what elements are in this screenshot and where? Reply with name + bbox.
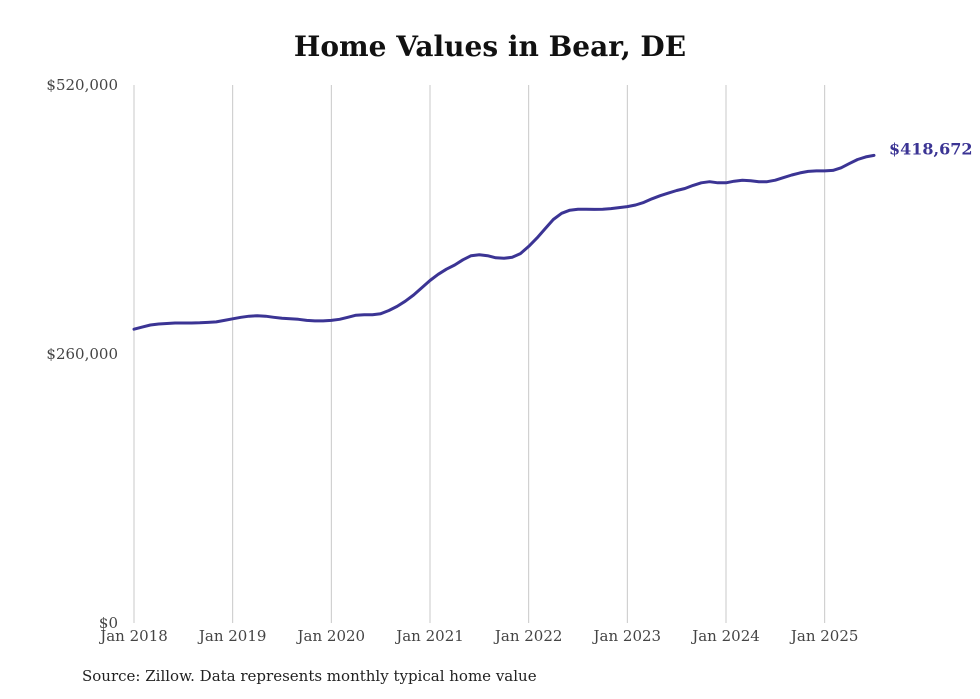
x-tick-label: Jan 2018 (98, 627, 168, 645)
x-tick-label: Jan 2021 (394, 627, 464, 645)
x-tick-label: Jan 2019 (197, 627, 267, 645)
x-tick-label: Jan 2025 (789, 627, 859, 645)
x-tick-label: Jan 2023 (592, 627, 662, 645)
series-line (132, 153, 876, 331)
y-tick-label: $520,000 (46, 76, 118, 94)
x-tick-label: Jan 2024 (690, 627, 760, 645)
chart-title: Home Values in Bear, DE (293, 30, 687, 63)
y-tick-label: $260,000 (46, 345, 118, 363)
y-tick-label: $0 (99, 614, 118, 632)
end-value-label: $418,672 (889, 139, 973, 158)
source-note: Source: Zillow. Data represents monthly … (82, 667, 537, 685)
x-tick-label: Jan 2020 (296, 627, 366, 645)
x-tick-label: Jan 2022 (493, 627, 563, 645)
